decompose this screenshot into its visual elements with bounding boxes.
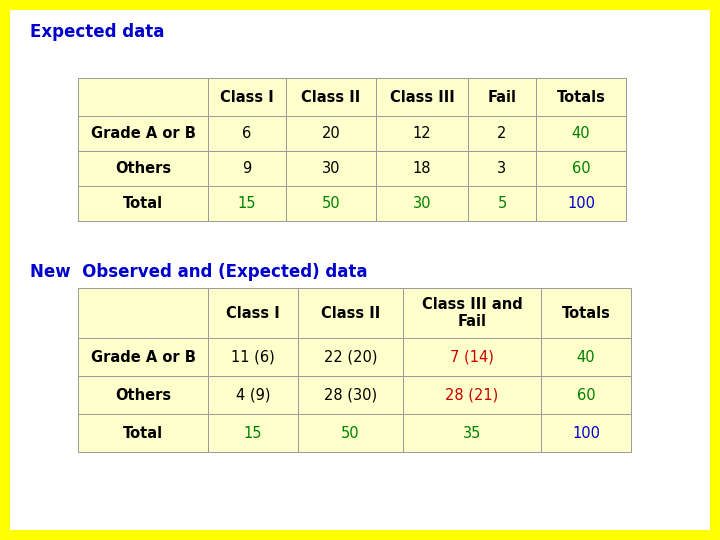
Bar (468, 186, 536, 221)
Bar (78, 338, 208, 376)
Text: Total: Total (123, 196, 163, 211)
Bar (298, 288, 403, 338)
Text: Others: Others (115, 388, 171, 402)
Text: 3: 3 (498, 161, 507, 176)
Bar (376, 78, 468, 116)
Bar (536, 151, 626, 186)
Text: 22 (20): 22 (20) (324, 349, 377, 364)
Bar (403, 376, 541, 414)
Text: 12: 12 (413, 126, 431, 141)
Bar (541, 288, 631, 338)
Bar (468, 78, 536, 116)
Text: Grade A or B: Grade A or B (91, 349, 195, 364)
Text: 6: 6 (243, 126, 251, 141)
Bar (208, 338, 298, 376)
Text: New  Observed and (Expected) data: New Observed and (Expected) data (30, 263, 367, 281)
Bar (403, 338, 541, 376)
Text: Fail: Fail (487, 90, 516, 105)
Bar (78, 376, 208, 414)
Bar (78, 288, 208, 338)
Bar (298, 338, 403, 376)
Bar (286, 116, 376, 151)
Bar (536, 78, 626, 116)
Text: 5: 5 (498, 196, 507, 211)
Bar (403, 414, 541, 452)
Text: 60: 60 (577, 388, 595, 402)
Bar (78, 186, 208, 221)
Bar (208, 414, 298, 452)
Text: 60: 60 (572, 161, 590, 176)
Bar (298, 414, 403, 452)
Text: 28 (30): 28 (30) (324, 388, 377, 402)
Text: Totals: Totals (562, 306, 611, 321)
Text: 15: 15 (244, 426, 262, 441)
Bar (208, 376, 298, 414)
Text: 11 (6): 11 (6) (231, 349, 275, 364)
Bar (78, 151, 208, 186)
Bar (541, 376, 631, 414)
Text: 18: 18 (413, 161, 431, 176)
Bar (541, 414, 631, 452)
Text: Class III: Class III (390, 90, 454, 105)
Text: Class II: Class II (321, 306, 380, 321)
Bar (208, 186, 286, 221)
Text: 35: 35 (463, 426, 481, 441)
Text: 30: 30 (322, 161, 341, 176)
Text: Grade A or B: Grade A or B (91, 126, 195, 141)
Text: 40: 40 (577, 349, 595, 364)
Text: Class I: Class I (226, 306, 280, 321)
Text: 2: 2 (498, 126, 507, 141)
Bar (536, 186, 626, 221)
Text: Totals: Totals (557, 90, 606, 105)
Bar (208, 151, 286, 186)
Bar (286, 78, 376, 116)
Text: 30: 30 (413, 196, 431, 211)
Bar (78, 414, 208, 452)
Bar (376, 116, 468, 151)
Text: 15: 15 (238, 196, 256, 211)
Bar (208, 288, 298, 338)
Text: 100: 100 (572, 426, 600, 441)
Text: 100: 100 (567, 196, 595, 211)
Text: 28 (21): 28 (21) (446, 388, 499, 402)
Bar (376, 151, 468, 186)
Text: 9: 9 (243, 161, 251, 176)
Text: 50: 50 (322, 196, 341, 211)
Bar (468, 116, 536, 151)
Bar (536, 116, 626, 151)
Text: Expected data: Expected data (30, 23, 164, 41)
Bar (468, 151, 536, 186)
Text: Total: Total (123, 426, 163, 441)
Bar (541, 338, 631, 376)
Bar (78, 116, 208, 151)
Bar (403, 288, 541, 338)
Bar (286, 151, 376, 186)
Text: 50: 50 (341, 426, 360, 441)
Text: 4 (9): 4 (9) (235, 388, 270, 402)
Text: Class I: Class I (220, 90, 274, 105)
Text: 7 (14): 7 (14) (450, 349, 494, 364)
Text: Class II: Class II (302, 90, 361, 105)
Bar (78, 78, 208, 116)
Bar (208, 78, 286, 116)
Bar (286, 186, 376, 221)
Bar (208, 116, 286, 151)
Bar (376, 186, 468, 221)
Text: 40: 40 (572, 126, 590, 141)
Text: Others: Others (115, 161, 171, 176)
Text: 20: 20 (322, 126, 341, 141)
Text: Class III and
Fail: Class III and Fail (422, 297, 523, 329)
Bar (298, 376, 403, 414)
